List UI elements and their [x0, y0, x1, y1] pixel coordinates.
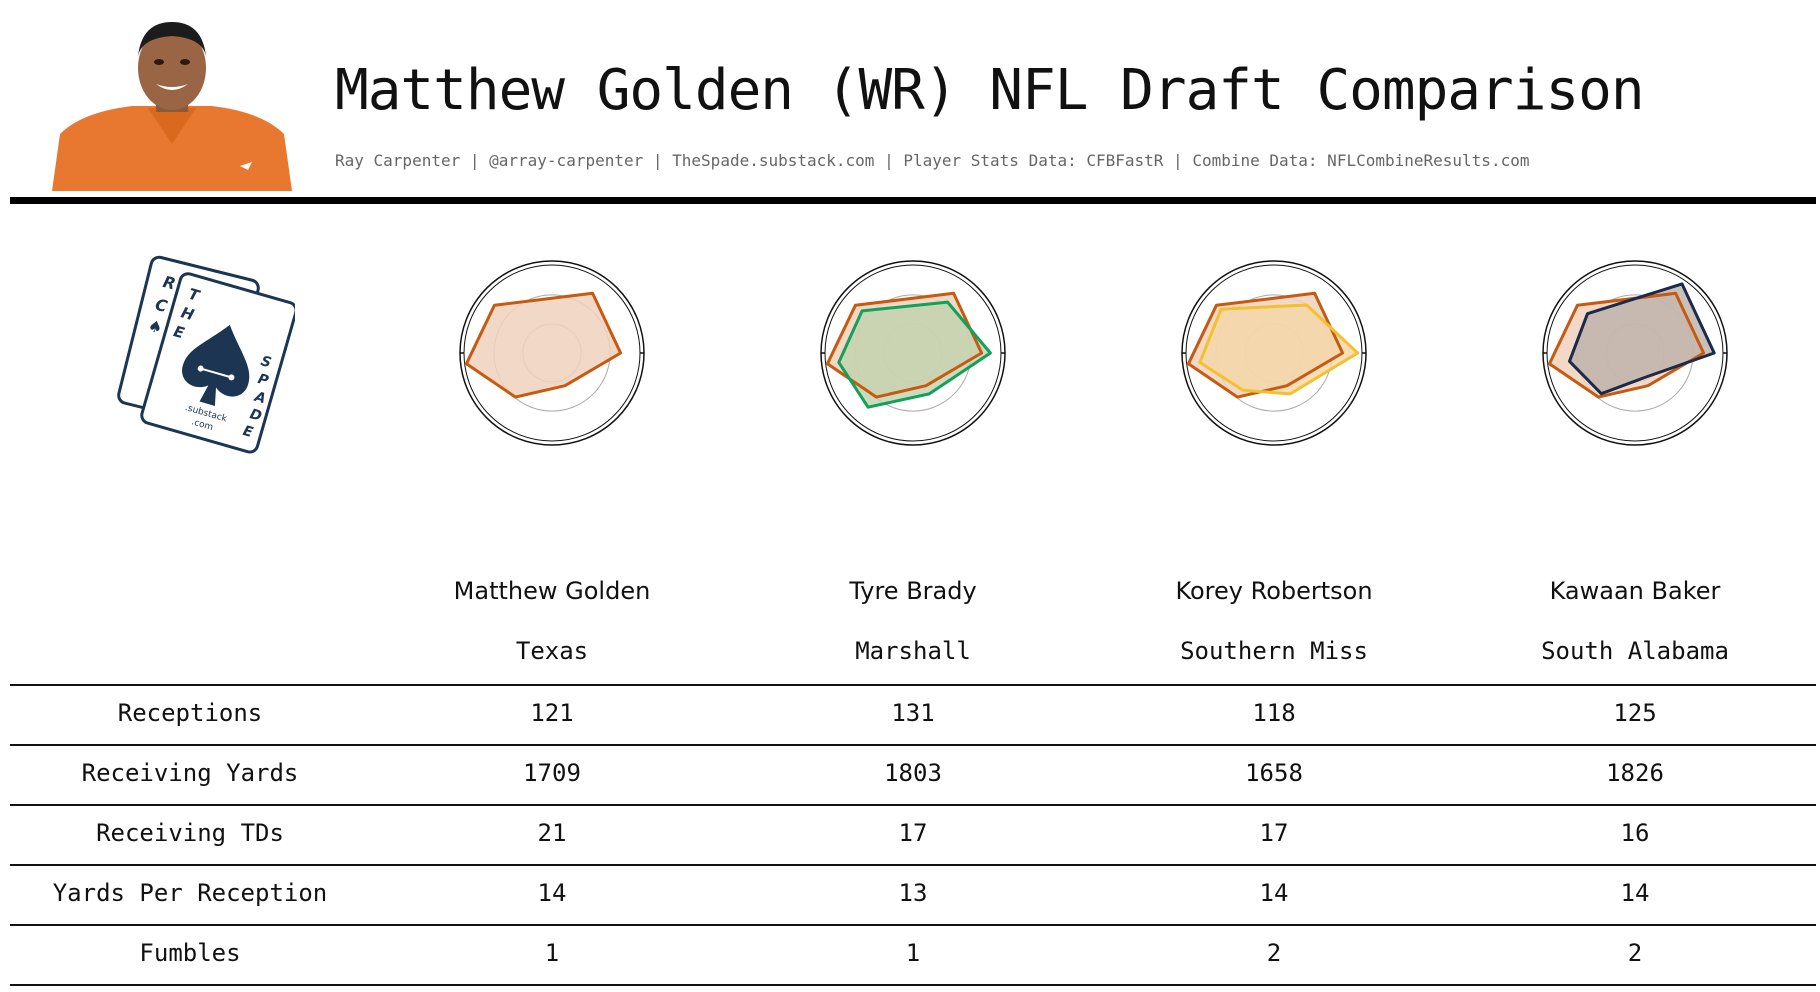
player-school: Marshall	[855, 637, 971, 665]
stat-value: 17	[1259, 819, 1289, 847]
table-row-divider	[10, 864, 1816, 866]
stat-value: 1	[905, 939, 921, 967]
stat-value: 21	[537, 819, 567, 847]
stat-value: 131	[891, 699, 935, 727]
stat-value: 14	[537, 879, 567, 907]
table-row-divider	[10, 924, 1816, 926]
logo-front-letter-d: D	[248, 406, 264, 425]
spade-icon	[182, 324, 250, 406]
table-row-divider	[10, 804, 1816, 806]
radar-chart-1	[459, 260, 645, 446]
stat-label: Yards Per Reception	[52, 879, 328, 907]
radar-area-2	[1569, 283, 1715, 394]
radar-chart-4	[1542, 260, 1728, 446]
logo-front-letter-s: S	[259, 353, 273, 371]
page-subtitle: Ray Carpenter | @array-carpenter | TheSp…	[335, 151, 1530, 170]
radar-outline-2	[1568, 282, 1716, 396]
radar-charts	[459, 260, 1728, 446]
player-photo	[52, 22, 292, 191]
radar-outline-2	[837, 300, 992, 409]
stat-label: Fumbles	[139, 939, 241, 967]
table-row-divider	[10, 684, 1816, 686]
logo-front-letter-a: A	[252, 389, 268, 408]
player-name: Tyre Brady	[849, 577, 977, 605]
logo-back-letter-2: C	[153, 295, 169, 316]
player-name: Korey Robertson	[1175, 577, 1373, 605]
stat-label: Receptions	[117, 699, 263, 727]
player-school: South Alabama	[1541, 637, 1729, 665]
logo-front-letter-h: H	[179, 303, 196, 324]
stat-value: 2	[1627, 939, 1643, 967]
radar-chart-3	[1181, 260, 1367, 446]
stat-value: 121	[530, 699, 574, 727]
stat-value: 13	[898, 879, 928, 907]
stat-value: 16	[1620, 819, 1650, 847]
stat-value: 14	[1620, 879, 1650, 907]
stat-value: 1	[544, 939, 560, 967]
stat-value: 1658	[1245, 759, 1303, 787]
stat-value: 1803	[884, 759, 942, 787]
table-row-divider	[10, 984, 1816, 986]
the-spade-logo: R C ♠ T H E S P A D E .substack .com	[117, 255, 295, 454]
logo-front-card: T H E S P A D E .substack .com	[140, 272, 295, 454]
player-name: Kawaan Baker	[1549, 577, 1721, 605]
radar-outline-2	[1198, 303, 1360, 396]
logo-back-letter-1: R	[161, 272, 178, 293]
radar-outline-1	[825, 291, 984, 399]
stat-value: 118	[1252, 699, 1296, 727]
stat-value: 17	[898, 819, 928, 847]
player-name: Matthew Golden	[453, 577, 651, 605]
radar-area-1	[466, 293, 621, 398]
radar-outline-1	[1186, 291, 1345, 399]
table-row-divider	[10, 744, 1816, 746]
player-school: Southern Miss	[1180, 637, 1368, 665]
stat-value: 125	[1613, 699, 1657, 727]
page-title: Matthew Golden (WR) NFL Draft Comparison	[335, 58, 1645, 123]
radar-area-2	[1199, 305, 1358, 394]
stat-value: 1709	[523, 759, 581, 787]
stat-value: 2	[1266, 939, 1282, 967]
radar-outline-1	[1547, 291, 1706, 399]
radar-chart-2	[820, 260, 1006, 446]
stat-value: 14	[1259, 879, 1289, 907]
player-school: Texas	[515, 637, 589, 665]
header-divider	[10, 197, 1816, 204]
logo-back-suit: ♠	[146, 316, 165, 338]
stat-label: Receiving TDs	[96, 819, 284, 847]
radar-area-2	[838, 302, 991, 408]
stat-value: 1826	[1606, 759, 1664, 787]
header: Matthew Golden (WR) NFL Draft Comparison…	[0, 0, 1820, 205]
stat-label: Receiving Yards	[81, 759, 299, 787]
radar-outline-1	[464, 291, 623, 399]
